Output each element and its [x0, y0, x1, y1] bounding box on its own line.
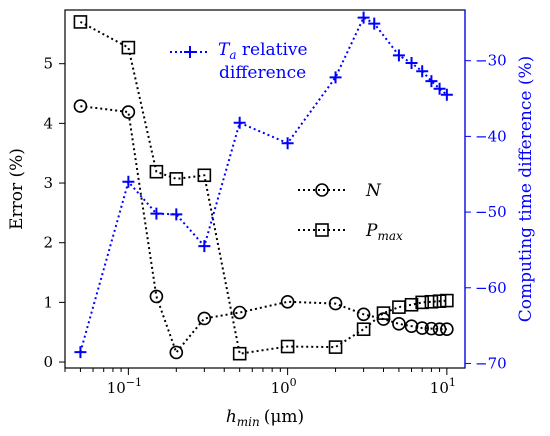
x-tick-exponent: 1 [449, 376, 456, 389]
legend-n-marker [315, 183, 329, 197]
legend-n-label: N [365, 181, 382, 201]
legend-pmax: Pmax [298, 221, 403, 243]
point-n [404, 319, 419, 334]
x-axis-title-unit: (μm) [264, 407, 304, 427]
series-line-n [80, 105, 447, 355]
point-ta [416, 65, 429, 78]
point-ta [74, 346, 87, 359]
y2-tick-label: −50 [475, 203, 507, 221]
point-ta [440, 88, 453, 101]
x-tick-label: 100 [271, 376, 297, 397]
y2-tick-label: −70 [475, 354, 507, 372]
point-n [392, 317, 406, 331]
legend-ta-rest: relative [237, 40, 308, 60]
point-pmax [356, 322, 371, 337]
point-pmax [73, 15, 88, 29]
legend-ta-marker [184, 46, 196, 58]
legend-n: N [298, 181, 382, 201]
point-n [432, 322, 447, 337]
point-ta [357, 11, 370, 24]
point-n [415, 321, 429, 335]
point-ta [281, 137, 294, 150]
point-n [73, 99, 88, 113]
legend-pmax-subscript: max [377, 229, 403, 243]
x-tick-base: 10 [430, 379, 449, 397]
x-tick-label: 101 [430, 376, 456, 397]
x-axis-ticks: 10−1 100 101 [64, 368, 456, 397]
point-ta [368, 17, 381, 30]
x-tick-base: 10 [271, 379, 290, 397]
x-tick-base: 10 [107, 379, 126, 397]
point-pmax [376, 306, 391, 320]
legend-ta: Ta relative difference [170, 40, 308, 83]
y-tick-label: 5 [43, 55, 53, 73]
point-ta [170, 208, 183, 221]
x-axis-title-main: h [226, 407, 237, 427]
x-tick-exponent: 0 [290, 376, 297, 389]
point-ta [392, 49, 405, 62]
y2-axis-title: Computing time difference (%) [516, 56, 536, 323]
legend-ta-symbol: T [218, 40, 231, 60]
x-axis-title-sub: min [237, 415, 260, 429]
point-ta [150, 207, 163, 220]
point-pmax [197, 168, 212, 183]
y-tick-label: 2 [43, 234, 53, 252]
point-pmax [232, 346, 247, 361]
point-pmax [149, 164, 164, 179]
legend-ta-subscript: a [229, 48, 236, 62]
y2-tick-label: −60 [475, 279, 507, 297]
y-axis-title: Error (%) [7, 148, 27, 230]
y-tick-label: 1 [43, 293, 53, 311]
point-n [424, 321, 439, 336]
point-n [440, 322, 454, 337]
y-tick-label: 3 [43, 174, 53, 192]
point-ta [198, 240, 211, 253]
point-pmax [424, 294, 439, 309]
y-tick-label: 4 [43, 114, 53, 132]
point-n [121, 105, 136, 119]
point-n [197, 311, 212, 326]
y2-tick-label: −30 [475, 52, 507, 70]
point-pmax [328, 340, 343, 354]
point-n [328, 296, 343, 311]
series-line-pmax [79, 21, 447, 355]
point-ta [122, 175, 135, 188]
point-pmax [169, 172, 184, 186]
point-pmax [432, 294, 447, 308]
legend-ta-label-line2: difference [219, 63, 306, 83]
point-n [149, 289, 164, 304]
point-n [169, 345, 184, 360]
y-axis-ticks: 0 1 2 3 4 5 [43, 55, 65, 371]
point-n [232, 305, 247, 320]
point-ta [233, 116, 246, 129]
point-n [356, 307, 371, 322]
legend-ta-label-line1: Ta relative [218, 40, 308, 62]
point-pmax [404, 297, 419, 312]
point-ta [433, 82, 446, 95]
y-tick-label: 0 [43, 353, 53, 371]
point-pmax [415, 295, 429, 310]
point-ta [405, 56, 418, 69]
series-layer [73, 11, 454, 361]
point-pmax [121, 40, 136, 55]
legend-pmax-label: Pmax [365, 221, 403, 243]
point-pmax [280, 339, 295, 354]
legend-pmax-marker [315, 223, 329, 237]
point-ta [329, 71, 342, 84]
x-tick-label: 10−1 [107, 376, 142, 397]
point-pmax [440, 293, 454, 308]
y2-tick-label: −40 [475, 127, 507, 145]
point-ta [425, 75, 438, 88]
x-tick-exponent: −1 [126, 376, 142, 389]
y2-axis-ticks: −70 −60 −50 −40 −30 [465, 52, 507, 372]
legend-pmax-symbol: P [365, 221, 378, 241]
point-n [280, 294, 295, 309]
point-pmax [392, 300, 406, 314]
x-axis-title: hmin (μm) [226, 407, 304, 429]
series-line-ta [79, 16, 448, 353]
